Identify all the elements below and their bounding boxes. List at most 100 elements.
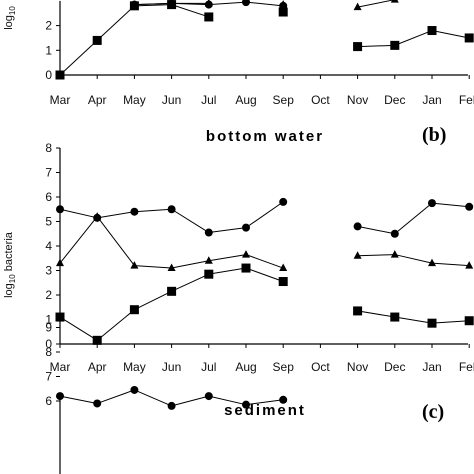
- data-point-square: [353, 306, 363, 316]
- series-circle: [56, 385, 288, 410]
- series-line-segment: [245, 1, 284, 7]
- series-line-segment: [394, 316, 433, 324]
- series-line-segment: [134, 2, 172, 6]
- series-line-segment: [357, 44, 395, 48]
- data-point-triangle: [204, 256, 213, 264]
- series-line-segment: [245, 201, 284, 229]
- data-point-square: [390, 312, 400, 322]
- x-tick-label: Jan: [422, 93, 441, 107]
- data-point-square: [129, 1, 139, 11]
- y-tick-label: 1: [45, 313, 52, 327]
- series-triangle: [56, 212, 474, 272]
- series-line-segment: [357, 0, 395, 8]
- data-point-triangle: [93, 212, 102, 220]
- data-point-square: [55, 312, 65, 322]
- data-point-triangle: [390, 250, 399, 258]
- series-line-segment: [171, 260, 209, 269]
- y-axis-label: log10 bacteria: [3, 231, 17, 298]
- x-tick-label: Dec: [384, 360, 405, 374]
- data-point-circle: [242, 0, 250, 7]
- data-point-square: [464, 316, 474, 326]
- y-tick-label: 2: [45, 19, 52, 33]
- series-line-segment: [96, 309, 135, 341]
- series-line-segment: [134, 265, 172, 269]
- y-tick-label: 8: [45, 345, 52, 359]
- series-line-segment: [357, 310, 395, 318]
- y-tick-label: 5: [45, 215, 52, 229]
- data-point-triangle: [130, 261, 139, 269]
- data-point-square: [92, 335, 102, 345]
- y-tick-label: 9: [45, 321, 52, 335]
- series-line-segment: [208, 227, 247, 234]
- data-point-triangle: [279, 263, 288, 272]
- y-tick-label: 6: [45, 190, 52, 204]
- series-line-segment: [96, 5, 135, 41]
- series-line-segment: [431, 262, 470, 267]
- y-tick-label: 2: [45, 288, 52, 302]
- x-tick-label: Sep: [273, 360, 295, 374]
- y-tick-label: 4: [45, 239, 52, 253]
- x-tick-label: Jun: [162, 93, 181, 107]
- x-tick-label: Aug: [235, 93, 256, 107]
- x-tick-label: Apr: [88, 93, 107, 107]
- series-line-segment: [96, 216, 135, 266]
- series-line-segment: [357, 254, 395, 257]
- data-point-triangle: [428, 258, 436, 267]
- series-line-segment: [431, 202, 470, 208]
- data-point-square: [204, 269, 214, 279]
- data-point-triangle: [353, 2, 362, 11]
- y-tick-label: 6: [45, 394, 52, 408]
- data-point-triangle: [279, 0, 288, 8]
- data-point-square: [278, 7, 288, 17]
- data-point-circle: [279, 395, 288, 404]
- x-tick-label: Jun: [162, 360, 181, 374]
- series-line-segment: [208, 395, 247, 406]
- data-point-circle: [56, 392, 64, 401]
- series-line-segment: [59, 216, 98, 264]
- series-line-segment: [134, 4, 172, 7]
- data-point-square: [427, 26, 437, 36]
- panel-label: (c): [422, 401, 444, 423]
- x-tick-label: Mar: [50, 360, 71, 374]
- data-point-circle: [428, 199, 436, 208]
- x-tick-label: Dec: [384, 93, 405, 107]
- x-tick-label: Jan: [422, 360, 441, 374]
- series-line-segment: [245, 254, 284, 269]
- x-tick-label: Nov: [347, 360, 368, 374]
- y-tick-label: 3: [45, 264, 52, 278]
- series-line-segment: [171, 395, 209, 407]
- x-tick-label: Mar: [50, 93, 71, 107]
- series-line-segment: [97, 389, 135, 404]
- data-point-circle: [465, 202, 474, 211]
- data-point-square: [278, 277, 288, 287]
- x-tick-label: May: [123, 93, 146, 107]
- series-line-segment: [394, 254, 433, 264]
- series-line-segment: [394, 202, 433, 235]
- data-point-triangle: [56, 258, 64, 267]
- y-tick-label: 0: [45, 337, 52, 351]
- y-tick-label: 8: [45, 141, 52, 155]
- data-point-triangle: [390, 0, 399, 3]
- data-point-circle: [130, 207, 139, 216]
- series-line-segment: [134, 208, 172, 213]
- x-tick-label: Nov: [347, 93, 368, 107]
- y-tick-label: 1: [45, 43, 52, 57]
- x-tick-label: Feb: [459, 93, 474, 107]
- series-line-segment: [431, 30, 470, 39]
- x-tick-label: Feb: [459, 360, 474, 374]
- series-line-segment: [394, 30, 433, 46]
- data-point-circle: [353, 222, 362, 231]
- series-line-segment: [134, 389, 172, 407]
- data-point-circle: [242, 400, 250, 409]
- data-point-triangle: [204, 0, 213, 7]
- data-point-square: [464, 33, 474, 43]
- y-tick-label: 7: [45, 370, 52, 384]
- series-square: [55, 263, 474, 345]
- data-point-circle: [167, 401, 176, 410]
- series-line-segment: [208, 1, 247, 6]
- series-line-segment: [171, 4, 209, 18]
- series-circle: [56, 197, 474, 238]
- series-square: [55, 0, 474, 80]
